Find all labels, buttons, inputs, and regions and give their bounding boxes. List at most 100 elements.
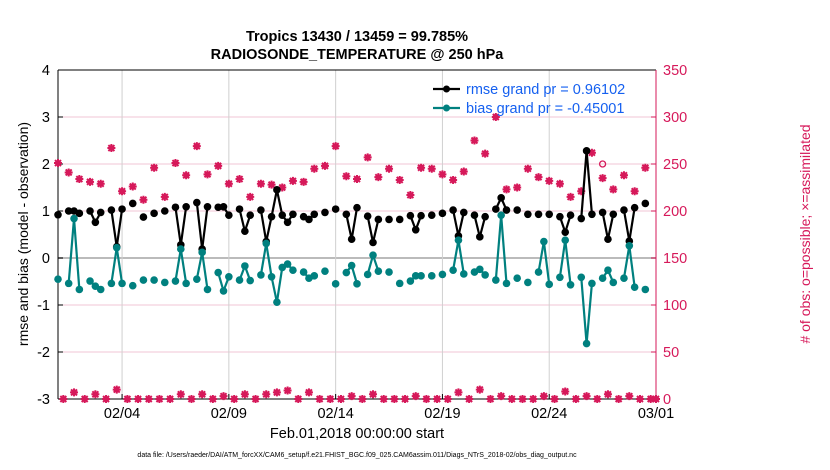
obs-count-marker [491,113,500,121]
obs-count-marker [144,395,153,403]
assimilated-marker-core [636,396,643,402]
obs-count-marker [310,164,319,173]
assimilated-marker-core [615,396,622,402]
assimilated-marker-core [434,396,441,402]
assimilated-marker-core [546,177,553,184]
rmse-point [331,205,340,213]
assimilated-marker-core [97,180,104,187]
obs-count-marker [326,395,335,403]
rmse-point [75,209,84,218]
assimilated-marker-core [103,396,110,402]
assimilated-marker-core [556,180,563,187]
obs-count-marker [246,192,255,201]
rmse-point [395,215,404,224]
obs-count-marker [497,392,506,401]
assimilated-marker-core [311,165,318,172]
rmse-segment [350,207,359,240]
obs-count-marker [609,185,618,194]
rmse-segment [259,209,268,242]
obs-count-marker [502,185,511,194]
rmse-point [449,206,457,214]
legend-label: rmse grand pr = 0.96102 [466,82,625,98]
obs-count-marker [182,171,191,180]
bias-point [427,272,436,280]
obs-count-marker [123,395,132,403]
assimilated-marker-core [423,396,430,402]
bias-point [112,243,121,252]
rmse-point [481,212,489,221]
obs-count-marker [347,392,356,401]
rmse-segment [265,216,273,242]
x-tick-label: 02/19 [424,406,460,422]
assimilated-marker-core [412,393,419,400]
assimilated-marker-core [519,396,526,402]
rmse-point [620,206,628,214]
bias-point [524,278,532,287]
assimilated-marker-core [407,192,414,199]
obs-count-marker [320,161,329,170]
rmse-point [267,212,276,221]
rmse-point [588,210,596,219]
bias-segment [259,243,268,276]
rmse-segment [179,206,188,245]
assimilated-marker-core [439,171,446,178]
bias-point [86,277,94,285]
assimilated-marker-core [572,396,579,402]
bias-point [198,248,206,257]
bias-point [582,339,591,348]
obs-count-marker [54,159,62,168]
rmse-point [54,210,62,219]
obs-count-marker [353,175,361,184]
obs-count-marker [614,395,623,403]
assimilated-marker-core [199,391,206,398]
obs-count-marker [160,192,169,201]
rmse-point [310,210,319,219]
obs-count-marker [401,395,410,403]
bias-point [374,267,383,275]
bias-point [283,260,292,268]
rmse-point [273,186,281,194]
bias-point [406,277,415,285]
left-tick-label: 3 [42,110,50,126]
rmse-segment [366,215,375,243]
obs-count-marker [187,395,196,403]
obs-count-marker [304,388,313,397]
obs-count-marker [454,388,463,397]
rmse-point [342,210,351,219]
bias-point [321,267,329,275]
rmse-point [347,235,356,243]
assimilated-marker-core [610,186,617,193]
bias-segment [174,248,182,282]
rmse-point [96,208,105,217]
obs-count-marker [513,183,522,192]
obs-count-marker [433,395,442,403]
rmse-point [305,215,313,224]
obs-count-marker [481,149,490,158]
obs-count-marker [342,172,351,181]
rmse-point [235,205,244,213]
assimilated-marker-core [348,393,355,400]
bias-point [246,276,255,285]
assimilated-marker-core [177,391,184,398]
bias-point [476,265,484,274]
bias-segment [67,218,76,284]
obs-count-marker [70,388,79,397]
assimilated-marker-core [215,162,222,169]
assimilated-marker-core [263,391,270,398]
assimilated-marker-core [642,164,649,171]
assimilated-marker-core [471,137,478,144]
assimilated-marker-core [540,393,547,400]
bias-segment [494,215,503,281]
assimilated-marker-core [562,388,569,395]
rmse-point [353,203,361,212]
left-tick-label: -2 [37,345,50,361]
chart-subtitle: RADIOSONDE_TEMPERATURE @ 250 hPa [210,47,504,63]
assimilated-marker-core [113,386,120,393]
rmse-segment [270,189,278,217]
rmse-point [513,206,521,214]
rmse-point [438,209,447,218]
bias-point [347,261,356,270]
obs-count-marker [598,160,607,183]
rmse-segment [371,219,380,243]
bias-point [214,268,222,277]
